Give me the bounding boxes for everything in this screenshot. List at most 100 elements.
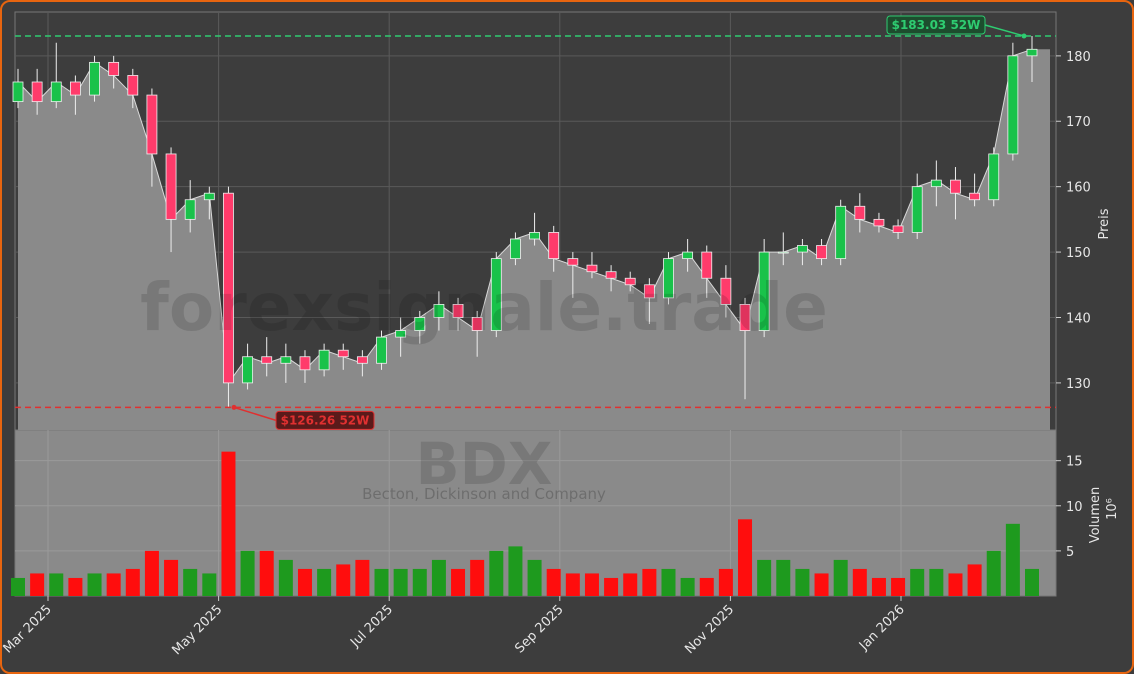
candle-body: [663, 258, 674, 299]
candle-body: [682, 251, 694, 260]
watermark: forexsignale.trade: [140, 269, 828, 346]
volume-bar: [11, 577, 25, 596]
candle-body: [835, 205, 847, 260]
volume-bar: [87, 573, 102, 596]
candle-body: [605, 271, 617, 279]
y-tick-label: 150: [1066, 246, 1091, 261]
candle-body: [376, 336, 387, 364]
volume-bar: [183, 568, 198, 596]
volume-bar: [393, 568, 408, 596]
volume-bar: [967, 564, 982, 596]
candle-body: [1026, 48, 1038, 57]
volume-bar: [508, 546, 523, 596]
annotation-arrowhead: [231, 404, 237, 410]
candle-body: [242, 356, 253, 384]
candle-body: [356, 356, 368, 364]
y2-scale-label: 10⁶: [1105, 498, 1120, 520]
y-tick-label: 130: [1066, 377, 1091, 392]
x-tick-label: Nov 2025: [682, 602, 737, 657]
candle-body: [854, 205, 866, 220]
volume-bar: [565, 573, 580, 596]
y2-tick-label: 15: [1066, 455, 1083, 470]
volume-bar: [757, 559, 772, 596]
candle-body: [414, 317, 426, 331]
volume-bar: [451, 568, 466, 596]
candle-body: [69, 81, 81, 96]
volume-bar: [584, 573, 599, 596]
candle-body: [739, 304, 751, 331]
candle-body: [758, 251, 770, 331]
volume-bar: [470, 559, 485, 596]
candle-body: [624, 277, 636, 286]
volume-bar: [106, 573, 121, 596]
x-tick-label: Jul 2025: [347, 602, 396, 651]
volume-bar: [718, 568, 733, 596]
volume-bar: [1025, 568, 1039, 596]
volume-bar: [68, 577, 83, 596]
candle-body: [911, 186, 923, 233]
candle-body: [395, 330, 407, 338]
volume-bar: [317, 568, 332, 596]
volume-bar: [661, 568, 676, 596]
candle-body: [643, 284, 655, 299]
y2-tick-label: 10: [1066, 500, 1083, 515]
annotation-arrowhead: [1021, 33, 1027, 39]
volume-bar: [929, 568, 944, 596]
volume-bar: [623, 573, 638, 596]
candle-body: [471, 317, 483, 331]
candle-body: [892, 225, 904, 233]
candle-body: [816, 245, 827, 260]
candle-body: [299, 356, 311, 371]
candle-body: [452, 304, 464, 318]
volume-bar: [738, 519, 753, 596]
candle-body: [1007, 55, 1019, 155]
annotation-arrow: [233, 406, 277, 422]
candle-body: [89, 61, 100, 96]
candle-body: [930, 179, 942, 188]
close-area: [18, 49, 1050, 431]
volume-bar: [489, 550, 504, 596]
volume-bar: [910, 568, 925, 596]
candle-body: [490, 258, 502, 331]
candle-body: [701, 251, 713, 279]
candle-body: [510, 238, 521, 260]
candle-body: [165, 153, 177, 220]
volume-bar: [527, 559, 542, 596]
candle-body: [108, 61, 120, 76]
candle-body: [969, 192, 981, 201]
x-tick-label: Sep 2025: [512, 602, 566, 656]
volume-bar: [680, 577, 695, 596]
candle-body: [223, 192, 234, 384]
candle-body: [280, 356, 292, 364]
volume-bar: [49, 573, 64, 596]
volume-bar: [431, 559, 446, 596]
candle-body: [146, 94, 158, 155]
volume-bar: [202, 573, 217, 596]
volume-bar: [699, 577, 714, 596]
y-axis-label: Preis: [1097, 208, 1112, 239]
y-tick-label: 140: [1066, 311, 1091, 326]
candle-body: [720, 277, 732, 305]
volume-bar: [240, 550, 255, 596]
candle-body: [529, 232, 540, 240]
volume-bar: [221, 451, 236, 596]
volume-bar: [336, 564, 351, 596]
candle-body: [777, 251, 789, 254]
volume-bar: [776, 559, 791, 596]
volume-bar: [546, 568, 561, 596]
candle-body: [873, 218, 885, 227]
volume-bar: [891, 577, 906, 596]
candle-body: [184, 199, 196, 220]
volume-bar: [259, 550, 274, 596]
volume-bar: [297, 568, 312, 596]
candle-body: [50, 81, 62, 103]
y-tick-label: 160: [1066, 181, 1091, 196]
candle-body: [548, 232, 560, 260]
y2-tick-label: 5: [1066, 545, 1074, 560]
x-tick-label: Mar 2025: [2, 602, 55, 656]
y-tick-label: 180: [1066, 50, 1091, 65]
candle-body: [12, 81, 24, 103]
annotation-label: $183.03 52W: [892, 18, 981, 32]
company-name: Becton, Dickinson and Company: [362, 485, 606, 503]
candle-body: [31, 81, 43, 103]
